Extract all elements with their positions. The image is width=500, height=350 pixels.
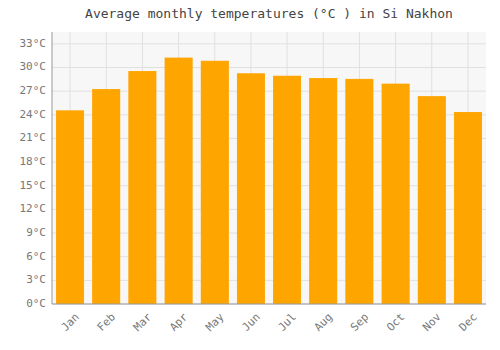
y-tick-label: 15°C	[20, 179, 47, 192]
bar	[201, 61, 228, 304]
y-tick-label: 9°C	[26, 226, 46, 239]
x-tick-label: Jun	[239, 311, 262, 334]
y-grid-line	[52, 43, 486, 44]
bar	[165, 58, 192, 304]
bars	[57, 58, 482, 304]
x-tick-label: Mar	[131, 310, 155, 334]
y-tick-label: 27°C	[20, 84, 47, 97]
bar-base	[454, 112, 481, 304]
plot-background	[52, 32, 486, 304]
bar	[382, 84, 409, 304]
x-tick-label: Jan	[59, 311, 82, 334]
y-grid-line	[52, 304, 486, 305]
y-axis-line	[52, 32, 53, 304]
bar	[93, 90, 120, 304]
y-axis-ticks: 0°C 3°C 6°C 9°C 12°C 15°C 18°C 21°C 24°C 27°C 30°C…	[20, 37, 47, 310]
chart-title: Average monthly temperatures (°C ) in Si…	[85, 6, 453, 21]
bar-base	[310, 79, 337, 304]
bar-base	[382, 84, 409, 304]
bar-base	[129, 71, 156, 304]
bar	[454, 112, 481, 304]
x-tick-label: Sep	[348, 311, 371, 334]
y-tick-label: 21°C	[20, 131, 47, 144]
bar-base	[274, 76, 301, 304]
y-tick-label: 33°C	[20, 37, 47, 50]
y-grid-line	[52, 67, 486, 68]
y-tick-label: 18°C	[20, 155, 47, 168]
x-tick-label: Jul	[276, 311, 299, 334]
bar-base	[418, 97, 445, 304]
grid	[52, 32, 486, 304]
bar	[237, 74, 264, 304]
x-axis-line	[52, 304, 486, 305]
bar	[310, 79, 337, 304]
bar-base	[237, 74, 264, 304]
y-tick-label: 12°C	[20, 202, 47, 215]
bar-base	[165, 58, 192, 304]
x-tick-label: May	[203, 310, 227, 334]
bar	[129, 71, 156, 304]
bar-base	[346, 79, 373, 304]
y-tick-label: 3°C	[26, 273, 46, 286]
y-tick-label: 24°C	[20, 108, 47, 121]
y-tick-label: 0°C	[26, 297, 46, 310]
bar	[346, 79, 373, 304]
x-tick-label: Nov	[420, 310, 444, 334]
x-tick-label: Dec	[456, 311, 479, 334]
x-tick-label: Aug	[312, 311, 335, 334]
chart-container: 0°C 3°C 6°C 9°C 12°C 15°C 18°C 21°C 24°C 27°C 30°C…	[0, 0, 500, 350]
bar	[274, 76, 301, 304]
bar-base	[201, 61, 228, 304]
y-tick-label: 30°C	[20, 60, 47, 73]
bar-base	[93, 90, 120, 304]
y-tick-label: 6°C	[26, 250, 46, 263]
x-tick-label: Apr	[167, 310, 191, 334]
x-tick-label: Oct	[384, 311, 407, 334]
chart-svg: 0°C 3°C 6°C 9°C 12°C 15°C 18°C 21°C 24°C 27°C 30°C…	[0, 0, 500, 350]
x-tick-label: Feb	[95, 311, 118, 334]
bar	[57, 111, 84, 304]
bar	[418, 97, 445, 304]
x-axis-ticks: Jan Feb Mar Apr May Jun Jul Aug Sep Oct Nov Dec	[59, 310, 480, 334]
bar-base	[57, 111, 84, 304]
